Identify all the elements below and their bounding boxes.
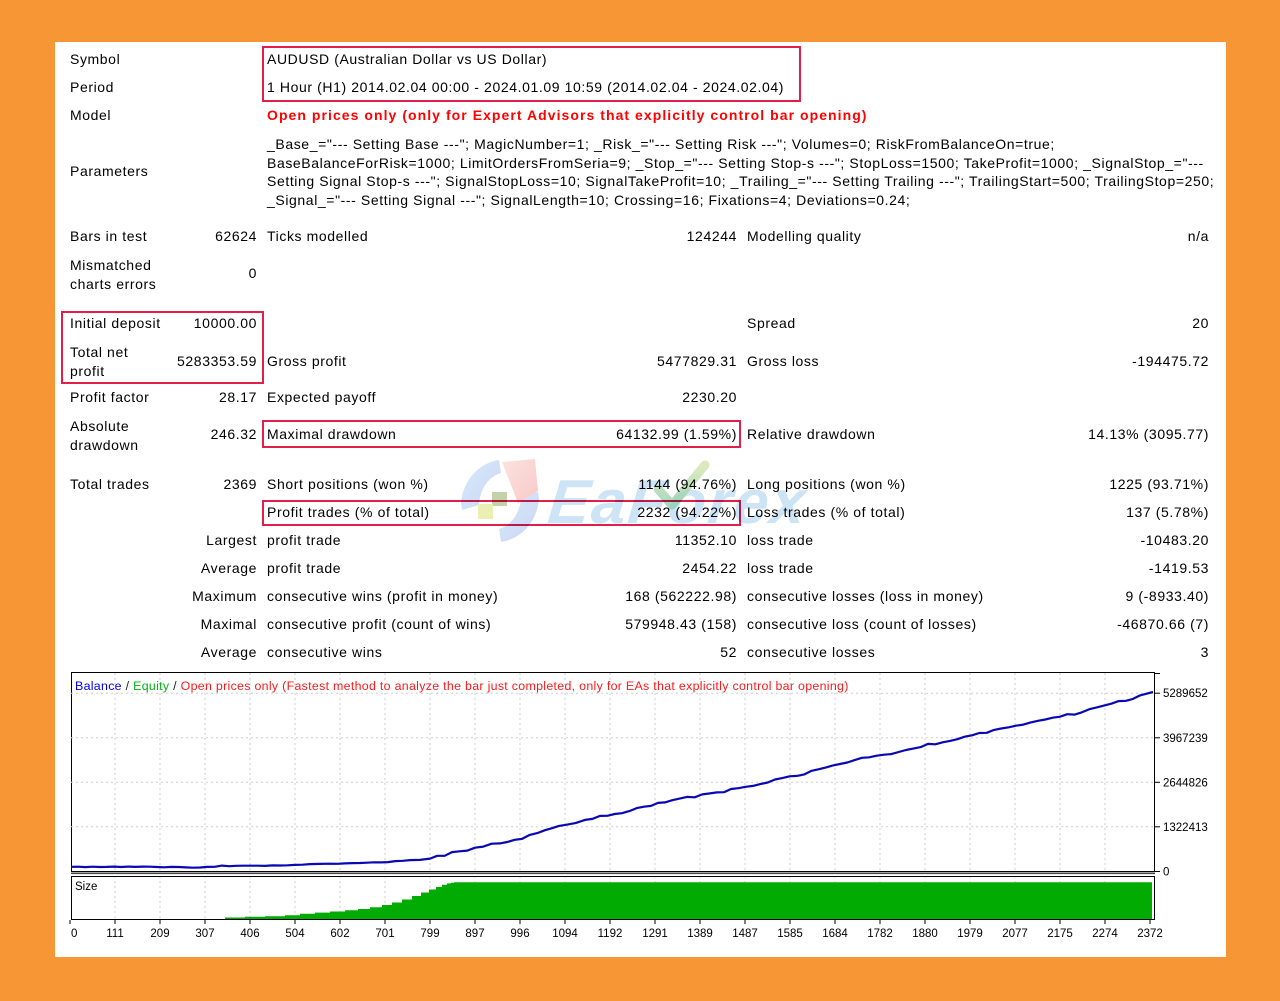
svg-text:1094: 1094 — [552, 928, 578, 940]
svg-text:111: 111 — [106, 928, 123, 940]
svg-text:209: 209 — [150, 928, 169, 940]
svg-text:799: 799 — [420, 928, 439, 940]
svg-text:1192: 1192 — [598, 928, 623, 940]
svg-text:1979: 1979 — [957, 928, 983, 940]
svg-text:996: 996 — [510, 928, 529, 940]
svg-text:Size: Size — [75, 881, 97, 893]
svg-text:3967239: 3967239 — [1163, 733, 1208, 745]
svg-text:701: 701 — [375, 928, 394, 940]
svg-text:2372: 2372 — [1137, 928, 1163, 940]
svg-text:2274: 2274 — [1092, 928, 1118, 940]
svg-text:307: 307 — [195, 928, 214, 940]
svg-text:406: 406 — [240, 928, 259, 940]
svg-text:1322413: 1322413 — [1163, 822, 1208, 834]
svg-text:2175: 2175 — [1047, 928, 1073, 940]
svg-text:2077: 2077 — [1002, 928, 1028, 940]
svg-text:2644826: 2644826 — [1163, 777, 1208, 789]
svg-text:1585: 1585 — [777, 928, 803, 940]
svg-text:504: 504 — [285, 928, 305, 940]
svg-text:1389: 1389 — [687, 928, 713, 940]
svg-text:0: 0 — [71, 928, 77, 940]
svg-text:897: 897 — [465, 928, 484, 940]
svg-text:1782: 1782 — [867, 928, 893, 940]
svg-text:602: 602 — [330, 928, 349, 940]
svg-text:1487: 1487 — [732, 928, 758, 940]
svg-text:1291: 1291 — [642, 928, 668, 940]
svg-text:1684: 1684 — [822, 928, 848, 940]
svg-text:1880: 1880 — [912, 928, 938, 940]
svg-text:0: 0 — [1163, 867, 1169, 879]
svg-text:5289652: 5289652 — [1163, 688, 1208, 700]
